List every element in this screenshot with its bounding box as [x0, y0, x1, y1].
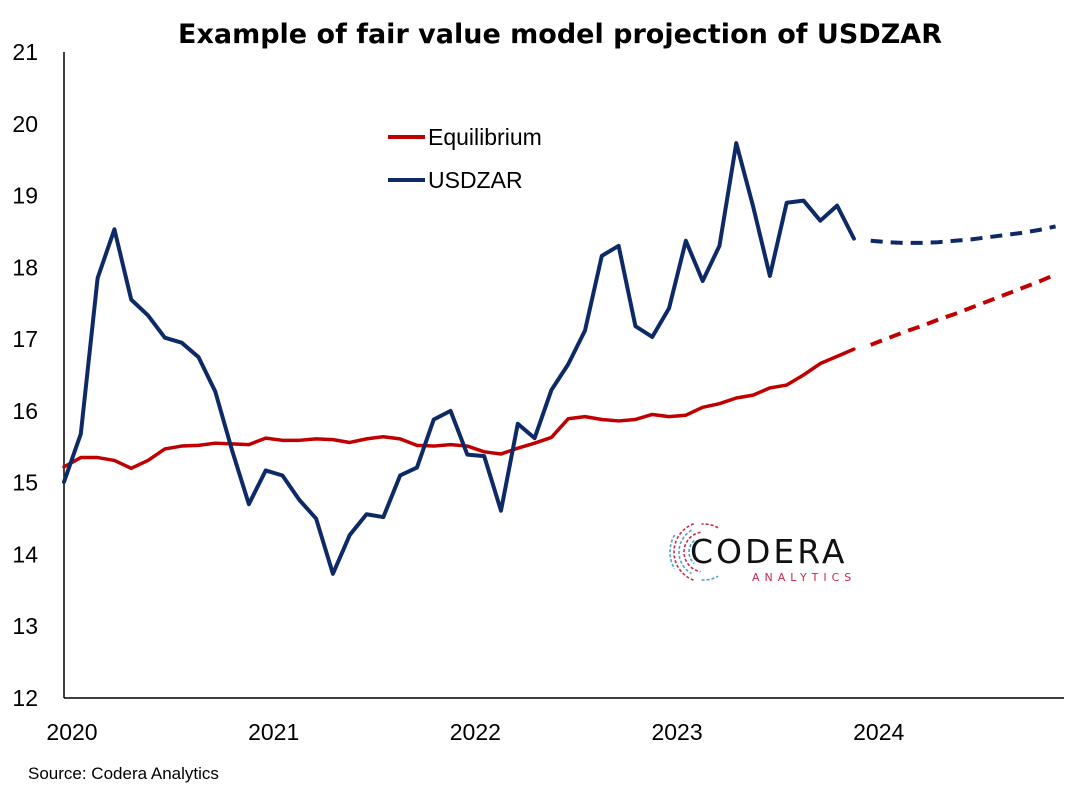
- y-tick-label: 15: [12, 470, 38, 496]
- logo-subtext: ANALYTICS: [752, 571, 856, 584]
- codera-logo: CODERA ANALYTICS: [669, 523, 856, 584]
- x-tick-label: 2020: [46, 719, 97, 745]
- projection-line-equilibrium: [870, 272, 1057, 347]
- x-tick-label: 2023: [651, 719, 702, 745]
- legend-label-usdzar: USDZAR: [428, 167, 523, 193]
- projection-line-usdzar: [870, 224, 1057, 245]
- y-tick-label: 12: [12, 685, 38, 711]
- y-tick-label: 13: [12, 613, 38, 639]
- legend: Equilibrium USDZAR: [388, 124, 542, 193]
- series-line-usdzar: [62, 141, 856, 576]
- plot-lines: [62, 141, 1057, 576]
- x-tick-label: 2022: [450, 719, 501, 745]
- y-tick-label: 21: [12, 39, 38, 65]
- logo-mark-icon: [669, 523, 719, 581]
- y-tick-label: 14: [12, 541, 38, 567]
- series-line-equilibrium: [62, 347, 856, 471]
- x-tick-label: 2024: [853, 719, 904, 745]
- y-axis: 12 13 14 15 16 17 18 19 20 21: [12, 39, 65, 711]
- logo-text: CODERA: [690, 532, 847, 571]
- chart-title: Example of fair value model projection o…: [178, 19, 942, 50]
- legend-label-equilibrium: Equilibrium: [428, 124, 542, 150]
- x-tick-label: 2021: [248, 719, 299, 745]
- source-note: Source: Codera Analytics: [28, 764, 219, 783]
- y-tick-label: 17: [12, 326, 38, 352]
- x-axis: 2020 2021 2022 2023 2024: [46, 697, 1064, 745]
- y-tick-label: 19: [12, 183, 38, 209]
- y-tick-label: 16: [12, 398, 38, 424]
- y-tick-label: 20: [12, 111, 38, 137]
- y-tick-label: 18: [12, 254, 38, 280]
